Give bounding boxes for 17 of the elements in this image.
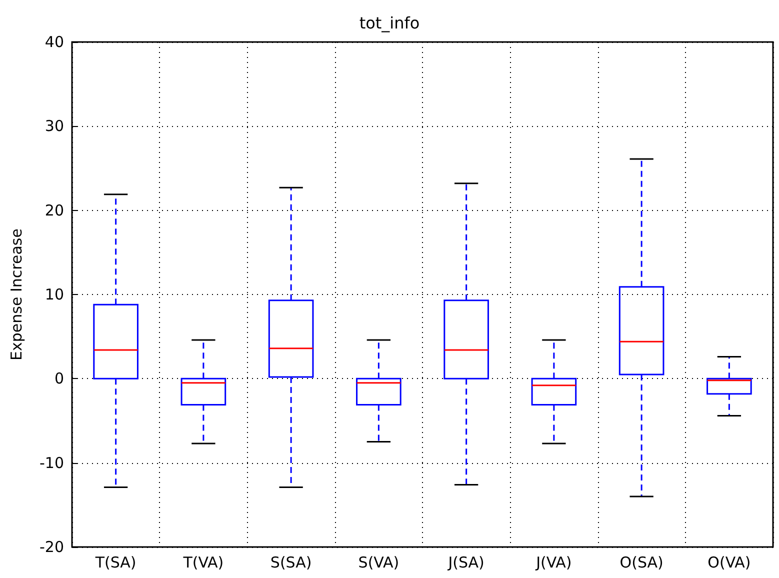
y-tick-label: 10 — [44, 286, 64, 304]
x-tick-label: S(SA) — [270, 554, 312, 572]
y-axis-title: Expense Increase — [8, 228, 26, 360]
x-tick-label: O(SA) — [620, 554, 664, 572]
x-tick-label: S(VA) — [358, 554, 400, 572]
y-tick-label: -20 — [40, 538, 64, 556]
x-tick-label: J(VA) — [535, 554, 572, 572]
y-tick-label: 0 — [54, 370, 64, 388]
x-tick-label: O(VA) — [708, 554, 751, 572]
x-tick-label: T(SA) — [94, 554, 136, 572]
y-tick-label: 20 — [44, 201, 64, 220]
y-tick-label: 40 — [44, 33, 64, 51]
chart-title: tot_info — [359, 14, 420, 32]
y-tick-label: -10 — [40, 454, 64, 472]
x-tick-label: J(SA) — [447, 554, 484, 572]
y-tick-label: 30 — [44, 117, 64, 136]
x-tick-label: T(VA) — [182, 554, 224, 572]
